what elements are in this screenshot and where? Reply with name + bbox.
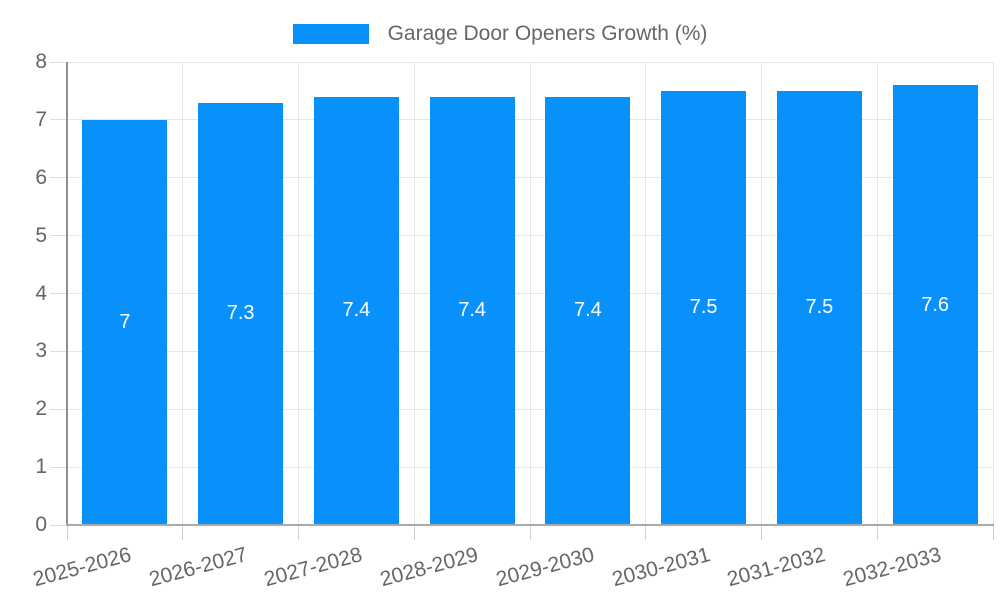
x-gridline <box>761 62 762 525</box>
x-tick <box>298 525 299 540</box>
bar-value-label: 7.4 <box>458 299 487 322</box>
bar[interactable]: 7.6 <box>892 85 978 525</box>
x-gridline <box>413 62 415 525</box>
bar[interactable]: 7.4 <box>545 96 631 525</box>
bar-value-label: 7.4 <box>342 299 371 322</box>
bar-value-label: 7.5 <box>689 296 718 319</box>
x-axis-label: 2032-2033 <box>840 543 944 592</box>
y-tick-label: 2 <box>35 397 47 421</box>
x-gridline <box>992 62 994 525</box>
y-tick-label: 4 <box>35 281 47 305</box>
x-gridline <box>529 62 531 525</box>
bar[interactable]: 7.5 <box>661 90 747 525</box>
bar[interactable]: 7.4 <box>313 96 399 525</box>
x-axis-label: 2031-2032 <box>725 543 829 592</box>
legend-label: Garage Door Openers Growth (%) <box>387 22 708 45</box>
bar[interactable]: 7.4 <box>429 96 515 525</box>
plot-area: 0 1 2 3 4 5 6 7 8 7 2025-2026 7.3 2026-2027 7.4 2027-2… <box>31 51 994 591</box>
legend: Garage Door Openers Growth (%) <box>0 23 1000 44</box>
y-axis-line <box>66 62 68 526</box>
x-gridline <box>876 62 878 525</box>
y-tick-label: 0 <box>35 513 47 536</box>
x-axis-label: 2029-2030 <box>493 543 597 592</box>
y-tick <box>50 408 67 410</box>
y-tick-label: 1 <box>35 455 47 479</box>
bar-value-label: 7.4 <box>573 299 602 322</box>
bar-value-label: 7.5 <box>805 296 834 319</box>
y-tick <box>50 235 67 237</box>
y-tick <box>50 350 67 352</box>
bar-value-label: 7.3 <box>226 302 255 325</box>
x-axis-label: 2025-2026 <box>30 543 134 592</box>
y-tick-label: 3 <box>35 339 47 363</box>
y-tick-label: 7 <box>35 107 47 131</box>
x-axis-label: 2030-2031 <box>609 543 713 592</box>
y-tick <box>50 524 67 526</box>
bar[interactable]: 7.3 <box>198 102 284 525</box>
x-gridline <box>298 62 299 525</box>
y-tick-label: 5 <box>35 223 47 247</box>
x-gridline <box>182 62 184 525</box>
x-tick <box>876 525 878 540</box>
bar[interactable]: 7 <box>82 119 168 525</box>
y-tick <box>50 466 67 468</box>
y-tick <box>50 119 67 121</box>
bar-value-label: 7.6 <box>921 293 950 316</box>
x-tick <box>645 525 647 540</box>
x-tick <box>413 525 415 540</box>
y-tick-label: 6 <box>35 165 47 189</box>
y-tick-label: 8 <box>35 50 47 73</box>
x-tick <box>761 525 762 540</box>
legend-swatch <box>292 23 369 44</box>
x-axis-label: 2028-2029 <box>377 543 481 592</box>
y-tick <box>50 293 67 294</box>
x-gridline <box>645 62 647 525</box>
x-axis-line <box>66 524 994 526</box>
bar-value-label: 7 <box>119 310 131 333</box>
x-axis-label: 2027-2028 <box>262 543 366 592</box>
y-tick <box>50 61 67 63</box>
x-tick <box>182 525 184 540</box>
x-tick <box>992 525 994 540</box>
x-axis-label: 2026-2027 <box>146 543 250 592</box>
legend-item[interactable]: Garage Door Openers Growth (%) <box>292 22 708 45</box>
bar[interactable]: 7.5 <box>776 90 862 525</box>
x-tick <box>529 525 531 540</box>
y-tick <box>50 177 67 179</box>
x-tick <box>66 525 68 540</box>
